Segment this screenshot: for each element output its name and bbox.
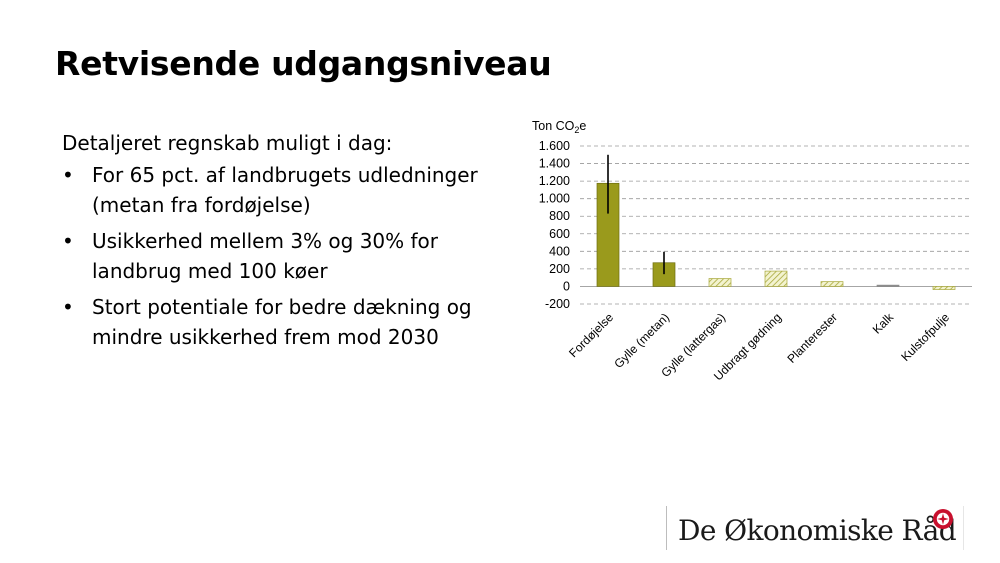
y-tick-label: 1.200 <box>539 174 570 188</box>
slide-title: Retvisende udgangsniveau <box>55 44 552 83</box>
bullet-dot-icon: • <box>62 163 74 187</box>
y-tick-labels: 1.600 1.400 1.200 1.000 800 600 400 200 0 -200 <box>539 139 570 311</box>
bar <box>876 284 900 287</box>
x-tick-label: Kalk <box>870 310 897 337</box>
bullet-text: Usikkerhed mellem 3% og 30% for landbrug… <box>92 229 439 283</box>
x-tick-label: Planterester <box>784 310 840 366</box>
bullet-item: • For 65 pct. af landbrugets udledninger… <box>62 160 502 220</box>
emissions-bar-chart: Ton CO2e 1.600 1.400 1.200 1.000 800 600 400 20… <box>532 119 972 384</box>
bullet-item: • Usikkerhed mellem 3% og 30% for landbr… <box>62 226 502 286</box>
y-tick-label: 600 <box>549 227 570 241</box>
bullet-item: • Stort potentiale for bedre dækning og … <box>62 292 502 352</box>
bullet-text: Stort potentiale for bedre dækning og mi… <box>92 295 472 349</box>
slide-body: Detaljeret regnskab muligt i dag: • For … <box>62 128 502 358</box>
y-tick-label: 800 <box>549 209 570 223</box>
bar <box>820 281 844 287</box>
intro-text: Detaljeret regnskab muligt i dag: <box>62 131 393 155</box>
bullet-dot-icon: • <box>62 229 74 253</box>
y-tick-label: 1.600 <box>539 139 570 153</box>
y-axis-label: Ton CO2e <box>532 119 586 135</box>
x-tick-label: Fordøjelse <box>566 310 616 360</box>
bullet-list: • For 65 pct. af landbrugets udledninger… <box>62 160 502 352</box>
logo-text: De Økonomiske Råd <box>678 514 957 547</box>
bar <box>932 286 956 290</box>
y-tick-label: -200 <box>545 297 570 311</box>
bar <box>708 278 732 287</box>
y-tick-label: 400 <box>549 244 570 258</box>
bullet-dot-icon: • <box>62 295 74 319</box>
logo-divider <box>666 506 667 550</box>
logo-divider <box>963 506 964 550</box>
bar <box>764 270 788 287</box>
organization-logo: De Økonomiske Råd <box>666 506 966 550</box>
bars <box>596 182 956 290</box>
grid-lines <box>580 145 972 305</box>
x-tick-label: Gylle (metan) <box>611 310 672 371</box>
y-tick-label: 1.400 <box>539 157 570 171</box>
y-tick-label: 1.000 <box>539 192 570 206</box>
bullet-text: For 65 pct. af landbrugets udledninger (… <box>92 163 478 217</box>
x-tick-label: Kulstofpulje <box>898 310 952 364</box>
y-tick-label: 0 <box>563 279 570 293</box>
error-bars <box>607 154 665 275</box>
y-tick-label: 200 <box>549 262 570 276</box>
rosette-icon <box>933 509 953 529</box>
